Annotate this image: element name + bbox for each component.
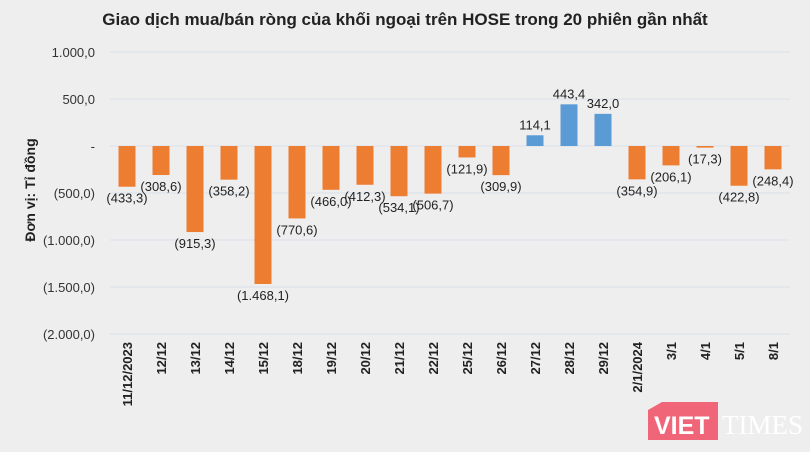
data-label: (354,9) bbox=[616, 183, 657, 198]
bar bbox=[220, 146, 238, 180]
data-label: (534,1) bbox=[378, 200, 419, 215]
x-tick-label: 3/1 bbox=[664, 342, 679, 360]
x-tick-label: 22/12 bbox=[426, 342, 441, 375]
svg-text:VIET: VIET bbox=[654, 412, 710, 440]
bar bbox=[696, 146, 714, 148]
bar bbox=[764, 146, 782, 170]
bar bbox=[152, 146, 170, 176]
bar bbox=[254, 146, 272, 285]
data-label: (206,1) bbox=[650, 169, 691, 184]
x-tick-label: 27/12 bbox=[528, 342, 543, 375]
data-label: (506,7) bbox=[412, 198, 453, 213]
x-tick-label: 15/12 bbox=[256, 342, 271, 375]
data-label: (121,9) bbox=[446, 161, 487, 176]
bar bbox=[118, 146, 136, 187]
x-tick-label: 28/12 bbox=[562, 342, 577, 375]
bar bbox=[730, 146, 748, 186]
data-label: (308,6) bbox=[140, 179, 181, 194]
bar bbox=[594, 113, 612, 146]
chart-title: Giao dịch mua/bán ròng của khối ngoại tr… bbox=[102, 10, 708, 29]
y-tick-label: (1.000,0) bbox=[43, 233, 95, 248]
data-label: (412,3) bbox=[344, 189, 385, 204]
x-tick-label: 26/12 bbox=[494, 342, 509, 375]
y-tick-label: (2.000,0) bbox=[43, 327, 95, 342]
data-label: (1.468,1) bbox=[237, 288, 289, 303]
data-label: 114,1 bbox=[519, 117, 551, 132]
bar bbox=[356, 146, 374, 185]
data-label: (433,3) bbox=[106, 191, 147, 206]
viettimes-logo: VIET TIMES bbox=[648, 402, 803, 440]
bar bbox=[322, 146, 340, 190]
x-tick-label: 19/12 bbox=[324, 342, 339, 375]
x-tick-label: 18/12 bbox=[290, 342, 305, 375]
x-tick-label: 2/1/2024 bbox=[630, 341, 645, 392]
data-label: 443,4 bbox=[553, 86, 586, 101]
x-tick-label: 4/1 bbox=[698, 342, 713, 360]
y-tick-label: 1.000,0 bbox=[52, 45, 95, 60]
bar bbox=[492, 146, 510, 176]
bar bbox=[288, 146, 306, 219]
x-tick-label: 11/12/2023 bbox=[120, 342, 135, 406]
bar bbox=[526, 135, 544, 146]
svg-text:TIMES: TIMES bbox=[722, 410, 803, 440]
data-label: (422,8) bbox=[718, 190, 759, 205]
bar bbox=[390, 146, 408, 197]
data-label: (770,6) bbox=[276, 222, 317, 237]
bar bbox=[628, 146, 646, 180]
data-label: (248,4) bbox=[752, 173, 793, 188]
x-tick-label: 13/12 bbox=[188, 342, 203, 375]
bar bbox=[458, 146, 476, 158]
x-tick-label: 20/12 bbox=[358, 342, 373, 375]
data-label: (17,3) bbox=[688, 152, 722, 167]
data-label: (358,2) bbox=[208, 184, 249, 199]
x-tick-label: 21/12 bbox=[392, 342, 407, 375]
y-tick-label: (500,0) bbox=[54, 186, 95, 201]
x-tick-label: 12/12 bbox=[154, 342, 169, 375]
x-tick-label: 5/1 bbox=[732, 342, 747, 360]
x-tick-label: 14/12 bbox=[222, 342, 237, 375]
bar bbox=[560, 104, 578, 146]
x-tick-label: 8/1 bbox=[766, 342, 781, 360]
bar bbox=[662, 146, 680, 166]
x-tick-label: 29/12 bbox=[596, 342, 611, 375]
bar bbox=[186, 146, 204, 233]
data-label: (466,0) bbox=[310, 194, 351, 209]
x-tick-label: 25/12 bbox=[460, 342, 475, 375]
bar bbox=[424, 146, 442, 194]
data-label: (915,3) bbox=[174, 236, 215, 251]
y-tick-label: (1.500,0) bbox=[43, 280, 95, 295]
data-label: 342,0 bbox=[587, 96, 620, 111]
y-tick-label: - bbox=[91, 139, 95, 154]
data-label: (309,9) bbox=[480, 179, 521, 194]
y-axis-label: Đơn vị: Tỉ đồng bbox=[22, 138, 38, 241]
y-tick-label: 500,0 bbox=[62, 92, 95, 107]
